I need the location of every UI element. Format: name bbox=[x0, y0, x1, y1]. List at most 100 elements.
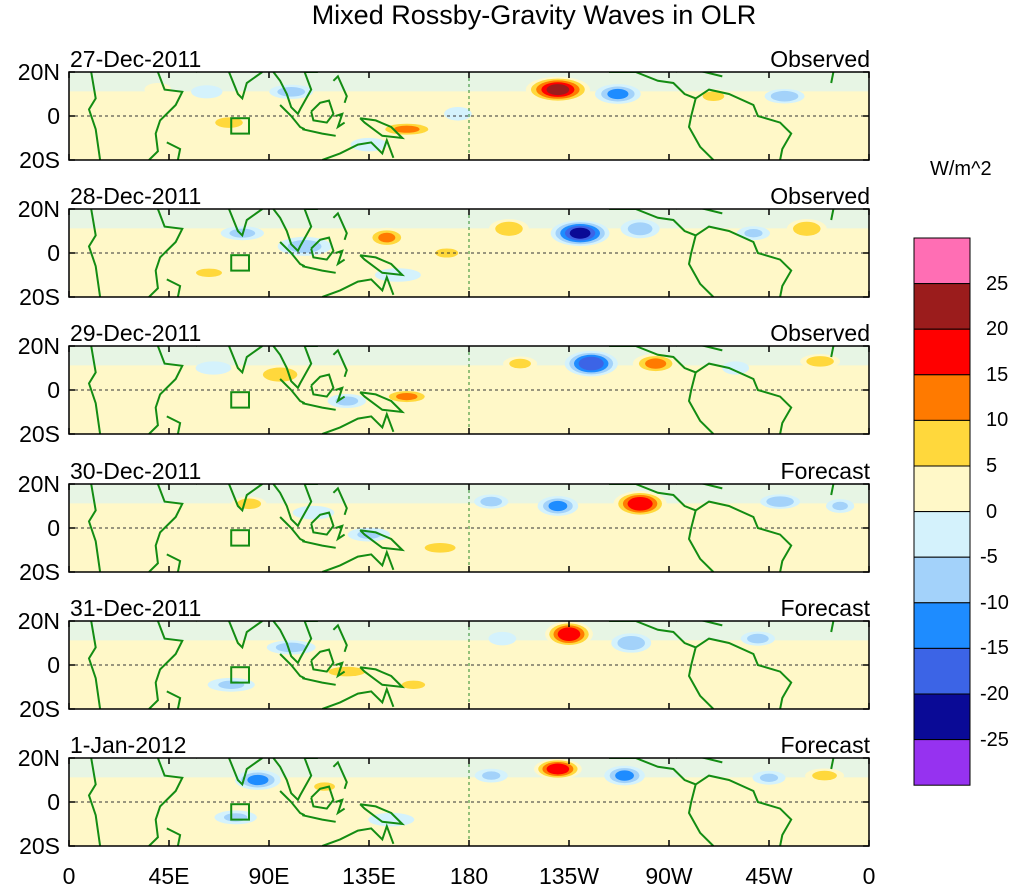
contour-level bbox=[275, 642, 307, 653]
contour-level bbox=[747, 633, 769, 644]
coastline bbox=[695, 225, 793, 297]
colorbar-tick-label: 5 bbox=[986, 455, 998, 477]
contour-level bbox=[444, 107, 472, 121]
coastline bbox=[359, 117, 406, 140]
coastline bbox=[332, 211, 348, 241]
lat-tick-label: 20N bbox=[17, 608, 60, 634]
contour-level bbox=[615, 770, 634, 781]
anomaly-blob bbox=[488, 631, 517, 646]
coastlines bbox=[87, 621, 835, 709]
coastline bbox=[272, 758, 318, 802]
coastline bbox=[359, 529, 406, 552]
contour-level bbox=[812, 640, 846, 655]
coastline bbox=[321, 411, 395, 434]
colorbar-tick-label: -5 bbox=[980, 546, 998, 569]
colorbar-swatch bbox=[913, 511, 971, 558]
contour-level bbox=[617, 635, 645, 651]
map-box bbox=[230, 391, 251, 409]
map-box bbox=[230, 803, 251, 821]
contour-level bbox=[546, 84, 570, 96]
colorbar-tick-label: 10 bbox=[986, 409, 1009, 432]
coastline bbox=[321, 823, 395, 846]
contour-level bbox=[401, 680, 426, 689]
coastline bbox=[359, 391, 406, 414]
coastline bbox=[87, 484, 102, 572]
coastline bbox=[321, 137, 395, 160]
anomaly-blob bbox=[613, 491, 667, 517]
colorbar-tick-label: -15 bbox=[980, 637, 1009, 660]
coastline bbox=[166, 278, 182, 297]
anomaly-blob bbox=[195, 361, 232, 375]
anomaly-blob bbox=[255, 364, 306, 385]
anomaly-blob bbox=[805, 768, 845, 783]
coastline bbox=[830, 758, 835, 770]
anomaly-blob bbox=[760, 494, 801, 509]
coastline bbox=[279, 378, 306, 405]
panel-kind-label: Observed bbox=[770, 183, 870, 209]
coastlines bbox=[87, 758, 835, 846]
colorbar-tick-label: -20 bbox=[980, 683, 1009, 705]
contour-level bbox=[766, 496, 794, 507]
coastline bbox=[335, 798, 346, 816]
anomaly-blob bbox=[188, 645, 225, 659]
coastline bbox=[87, 758, 102, 846]
contour-level bbox=[277, 86, 306, 97]
anomaly-blob bbox=[651, 261, 687, 275]
contour-level bbox=[569, 227, 591, 239]
lon-tick-label: 90W bbox=[645, 863, 693, 889]
contour-level bbox=[435, 248, 459, 258]
coastline bbox=[335, 386, 346, 404]
anomaly-blob bbox=[474, 768, 508, 783]
contour-level bbox=[648, 813, 690, 827]
coastline bbox=[272, 209, 318, 253]
colorbar-tick-label: 15 bbox=[986, 363, 1009, 386]
anomaly-blob bbox=[632, 353, 679, 374]
anomaly-blob bbox=[392, 677, 435, 692]
coastline bbox=[609, 758, 715, 846]
panel-kind-label: Observed bbox=[770, 46, 870, 72]
coastline bbox=[87, 72, 102, 160]
contour-level bbox=[793, 221, 821, 236]
panel-date-label: 1-Jan-2012 bbox=[70, 732, 187, 758]
contour-level bbox=[378, 232, 396, 243]
coastline bbox=[279, 241, 306, 268]
lat-tick-label: 0 bbox=[47, 377, 60, 403]
contour-level bbox=[722, 361, 750, 375]
anomaly-blob bbox=[489, 219, 529, 239]
coastline bbox=[279, 104, 306, 131]
lon-tick-label: 90E bbox=[248, 863, 290, 889]
lat-tick-label: 0 bbox=[47, 652, 60, 678]
anomaly-blob bbox=[415, 540, 465, 555]
contour-level bbox=[645, 358, 667, 369]
anomaly-blob bbox=[526, 536, 568, 551]
coastline bbox=[148, 758, 184, 846]
contour-level bbox=[557, 627, 581, 642]
contour-level bbox=[744, 229, 763, 238]
coastline bbox=[332, 348, 348, 378]
coastline bbox=[302, 677, 336, 686]
colorbar-swatch bbox=[913, 739, 971, 786]
contour-level bbox=[495, 221, 523, 236]
contour-level bbox=[509, 358, 531, 369]
coastline bbox=[332, 623, 348, 653]
anomaly-blob bbox=[381, 389, 433, 404]
coastline bbox=[332, 74, 348, 104]
coastline bbox=[695, 88, 793, 160]
coastline bbox=[310, 511, 335, 536]
contour-level bbox=[191, 85, 223, 99]
contour-level bbox=[215, 117, 243, 128]
panel-date-label: 28-Dec-2011 bbox=[70, 183, 202, 209]
lat-tick-label: 20S bbox=[19, 833, 60, 859]
lat-tick-label: 20N bbox=[17, 471, 60, 497]
contour-level bbox=[393, 125, 420, 133]
coastline bbox=[609, 484, 715, 572]
lon-tick-label: 0 bbox=[62, 863, 76, 889]
contour-level bbox=[196, 268, 222, 277]
colorbar-tick-label: -10 bbox=[980, 591, 1009, 614]
coastline bbox=[335, 249, 346, 267]
anomaly-blob bbox=[545, 621, 593, 647]
anomaly-blob bbox=[812, 640, 846, 655]
contour-level bbox=[770, 90, 799, 102]
anomaly-blob bbox=[564, 350, 618, 377]
coastline bbox=[195, 621, 263, 650]
